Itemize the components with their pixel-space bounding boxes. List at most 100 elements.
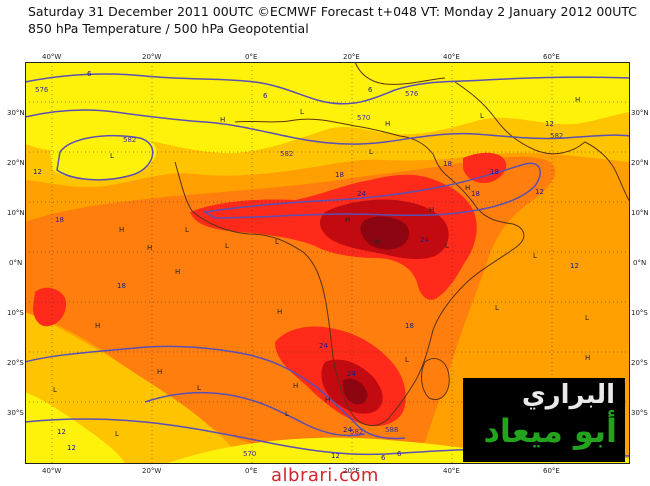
lon-label: 60°E xyxy=(543,467,560,475)
temperature-field-yellow-north xyxy=(25,62,630,154)
logo-text-bottom: أبو ميعاد xyxy=(483,412,617,450)
high-mark: H xyxy=(465,184,470,192)
lat-label: 30°S xyxy=(7,409,24,417)
temperature-field-dark-orange-madagascar xyxy=(421,358,449,400)
lon-label: 40°E xyxy=(443,53,460,61)
temperature-field-yellow-southwest xyxy=(25,392,125,464)
lon-label: 0°E xyxy=(245,53,258,61)
low-mark: L xyxy=(53,386,57,394)
lat-label: 0°N xyxy=(9,259,23,267)
lat-label: 10°N xyxy=(7,209,25,217)
low-mark: L xyxy=(585,314,589,322)
high-mark: H xyxy=(585,354,590,362)
temperature-label: 6 xyxy=(381,454,386,462)
contour-label: 588 xyxy=(385,426,398,434)
lat-label: 30°N xyxy=(631,109,649,117)
high-mark: H xyxy=(293,382,298,390)
high-mark: H xyxy=(375,238,380,246)
temperature-label: 6 xyxy=(87,70,92,78)
lon-label: 40°W xyxy=(42,467,62,475)
low-mark: L xyxy=(495,304,499,312)
temperature-label: 12 xyxy=(331,452,340,460)
temperature-label: 18 xyxy=(335,171,344,179)
low-mark: L xyxy=(369,148,373,156)
logo-text-top: البراري xyxy=(521,380,615,410)
contour-label: 576 xyxy=(405,90,419,98)
high-mark: H xyxy=(575,96,580,104)
low-mark: L xyxy=(285,410,289,418)
temperature-label: 18 xyxy=(405,322,414,330)
brand-logo: البراري أبو ميعاد xyxy=(463,378,625,462)
contour-label: 582 xyxy=(123,136,136,144)
temperature-field-deep-red-sahel xyxy=(360,216,410,250)
high-mark: H xyxy=(345,216,350,224)
temperature-label: 6 xyxy=(368,86,373,94)
low-mark: L xyxy=(197,384,201,392)
site-watermark: albrari.com xyxy=(271,465,379,486)
low-mark: L xyxy=(110,152,114,160)
temperature-label: 24 xyxy=(357,190,366,198)
lon-label: 20°E xyxy=(343,467,360,475)
temperature-field-red-horn xyxy=(463,152,507,184)
high-mark: H xyxy=(147,244,152,252)
low-mark: L xyxy=(480,112,484,120)
lon-label: 40°E xyxy=(443,467,460,475)
low-mark: L xyxy=(115,430,119,438)
lon-label: 60°E xyxy=(543,53,560,61)
temperature-field-deep-red-south xyxy=(342,378,368,405)
lat-label: 10°N xyxy=(631,209,649,217)
lon-label: 40°W xyxy=(42,53,62,61)
lat-label: 20°N xyxy=(7,159,25,167)
temperature-label: 18 xyxy=(490,168,499,176)
contour-label: 576 xyxy=(35,86,49,94)
high-mark: H xyxy=(157,368,162,376)
high-mark: H xyxy=(220,116,225,124)
temperature-label: 12 xyxy=(33,168,42,176)
lon-label: 20°E xyxy=(343,53,360,61)
temperature-label: 18 xyxy=(55,216,64,224)
contour-label: 582 xyxy=(350,428,363,436)
high-mark: H xyxy=(175,268,180,276)
lat-label: 20°S xyxy=(7,359,24,367)
low-mark: L xyxy=(405,356,409,364)
lat-label: 20°N xyxy=(631,159,649,167)
low-mark: L xyxy=(225,242,229,250)
temperature-label: 24 xyxy=(420,236,429,244)
forecast-map: 582 582 576 576 582 570 570 588 582 6 6 … xyxy=(25,62,630,464)
lat-label: 10°S xyxy=(631,309,648,317)
temperature-field-yellow-patch xyxy=(50,136,157,180)
low-mark: L xyxy=(533,252,537,260)
high-mark: H xyxy=(325,396,330,404)
high-mark: H xyxy=(385,120,390,128)
temperature-label: 12 xyxy=(535,188,544,196)
temperature-label: 18 xyxy=(471,190,480,198)
temperature-label: 12 xyxy=(570,262,579,270)
lat-label: 30°N xyxy=(7,109,25,117)
contour-label: 582 xyxy=(280,150,293,158)
lon-label: 20°W xyxy=(142,467,162,475)
temperature-label: 6 xyxy=(397,450,402,458)
temperature-label: 24 xyxy=(319,342,328,350)
temperature-label: 12 xyxy=(57,428,66,436)
temperature-label: 18 xyxy=(117,282,126,290)
temperature-label: 24 xyxy=(347,370,356,378)
lat-label: 10°S xyxy=(7,309,24,317)
temperature-label: 12 xyxy=(67,444,76,452)
lat-label: 0°N xyxy=(633,259,647,267)
lon-label: 0°E xyxy=(245,467,258,475)
temperature-label: 12 xyxy=(545,120,554,128)
low-mark: L xyxy=(275,238,279,246)
lon-label: 20°W xyxy=(142,53,162,61)
high-mark: H xyxy=(429,206,434,214)
map-frame xyxy=(25,62,630,464)
temperature-label: 18 xyxy=(443,160,452,168)
lat-label: 20°S xyxy=(631,359,648,367)
contour-label: 582 xyxy=(550,132,563,140)
chart-title: Saturday 31 December 2011 00UTC ©ECMWF F… xyxy=(28,4,638,19)
temperature-label: 24 xyxy=(343,426,352,434)
contour-label: 570 xyxy=(357,114,370,122)
contour-label: 570 xyxy=(243,450,256,458)
high-mark: H xyxy=(95,322,100,330)
low-mark: L xyxy=(445,242,449,250)
chart-subtitle: 850 hPa Temperature / 500 hPa Geopotenti… xyxy=(28,21,309,36)
